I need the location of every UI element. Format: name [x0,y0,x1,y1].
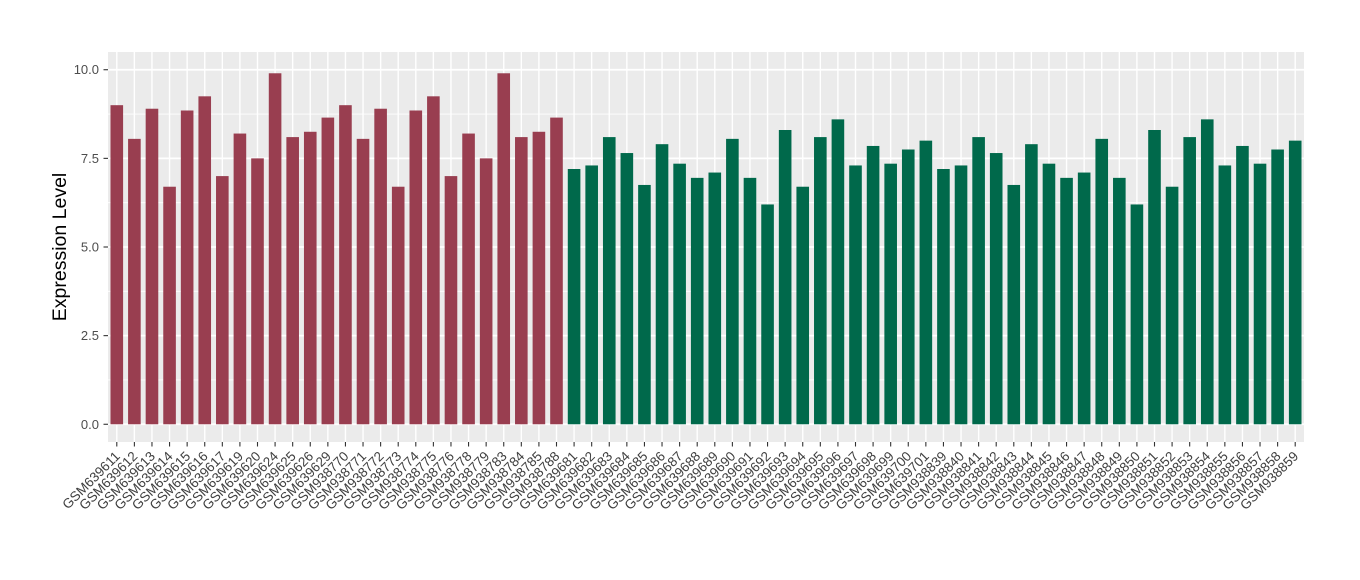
expression-bar [954,165,968,425]
expression-bar [198,96,212,425]
expression-bar [726,138,739,425]
expression-bar [462,133,475,425]
expression-bar [778,130,792,425]
expression-bar [1183,137,1196,425]
expression-bar [849,165,862,425]
expression-bar [1200,119,1214,425]
expression-bar [585,165,598,425]
expression-bar [884,163,897,425]
expression-bar [515,137,528,425]
expression-bar [1007,184,1021,425]
expression-bar [409,110,423,425]
expression-bar [972,137,985,425]
expression-bar [286,137,299,425]
expression-bar [339,105,352,425]
expression-bar [743,177,757,425]
expression-bar [796,186,810,425]
x-axis-ticks [116,442,1296,447]
expression-bar [1077,172,1091,425]
expression-bar [673,163,686,425]
y-tick-label: 0.0 [81,417,99,432]
expression-bar [655,144,669,425]
expression-bar [1253,163,1267,425]
expression-bar [321,117,335,425]
expression-bar [532,131,546,425]
y-axis-tick-labels: 0.0 2.5 5.0 7.5 10.0 [74,62,99,432]
expression-bar [901,149,915,425]
expression-bar [831,119,845,425]
expression-bar [303,131,317,425]
y-axis-title: Expression Level [49,173,71,322]
y-axis-ticks [103,69,108,425]
expression-bar [233,133,247,425]
expression-bar [567,169,581,425]
expression-bar [1288,140,1302,425]
expression-bar [866,145,880,425]
expression-bar [761,204,774,425]
expression-bar [427,96,440,425]
expression-bar [145,108,159,425]
expression-bar [550,117,563,425]
expression-bar [1165,186,1179,425]
expression-bar [1148,130,1161,425]
expression-bar [268,73,282,425]
expression-bar [497,73,511,425]
expression-bar [180,110,194,425]
expression-bar [708,172,722,425]
x-axis-tick-labels: GSM639611GSM639612GSM639613GSM639614GSM6… [59,448,1301,513]
expression-bar [444,176,458,425]
expression-bar [251,158,264,425]
expression-bar [110,105,124,425]
expression-bar [814,137,827,425]
y-tick-label: 10.0 [74,62,99,77]
expression-bar [1271,149,1284,425]
expression-bar [919,140,933,425]
expression-bar [356,138,370,425]
expression-bar [1236,145,1249,425]
expression-bar [374,108,387,425]
expression-bar [1042,163,1056,425]
expression-bar [1113,177,1126,425]
bars-group [110,73,1302,425]
expression-bar [391,186,405,425]
expression-bar [1095,138,1109,425]
expression-bar [479,158,493,425]
expression-bar [216,176,229,425]
expression-bar [1130,204,1144,425]
expression-bar [937,169,950,425]
expression-bar [690,177,704,425]
expression-bar [638,184,651,425]
expression-bar [1060,177,1073,425]
y-tick-label: 5.0 [81,240,99,255]
expression-bar [163,186,176,425]
expression-bar [128,138,141,425]
expression-bar [989,153,1003,425]
expression-bar [1025,144,1038,425]
expression-bar [1218,165,1232,425]
expression-bar [602,137,616,425]
expression-bar [620,153,634,425]
y-tick-label: 7.5 [81,151,99,166]
y-tick-label: 2.5 [81,328,99,343]
